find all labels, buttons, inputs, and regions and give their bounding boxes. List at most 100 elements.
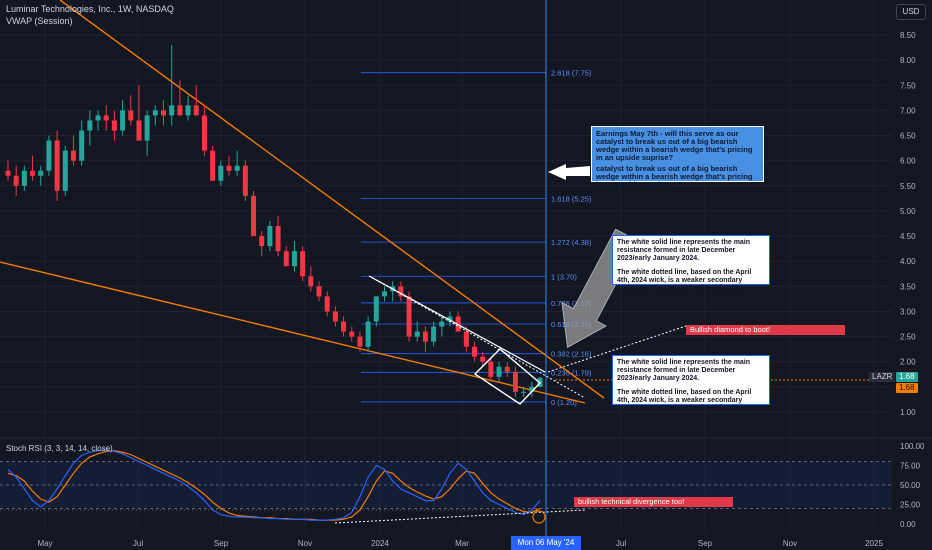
price-axis-label: 7.50 — [900, 81, 916, 90]
candle-body — [529, 386, 535, 392]
time-axis-label: Jul — [133, 539, 143, 548]
rsi-circle-marker — [532, 510, 546, 524]
price-axis-label: 8.50 — [900, 31, 916, 40]
price-axis-label: 3.50 — [900, 282, 916, 291]
price-axis-label: 4.00 — [900, 257, 916, 266]
candle-body — [488, 361, 494, 377]
candle-body — [79, 130, 85, 161]
resistance-note-bottom-p1: The white solid line represents the main… — [617, 359, 751, 382]
resistance-note-top-p1: The white solid line represents the main… — [617, 239, 751, 262]
candle-body — [5, 170, 11, 176]
rsi-axis-label: 0.00 — [900, 520, 916, 529]
price-axis-label: 7.00 — [900, 106, 916, 115]
candle-body — [521, 391, 527, 393]
candle-body — [439, 321, 445, 327]
candle-body — [169, 105, 175, 116]
diamond-pattern — [473, 348, 542, 405]
rsi-axis-label: 25.00 — [900, 501, 921, 510]
time-axis-label: Nov — [298, 539, 312, 548]
candle-body — [398, 286, 404, 297]
candle-body — [128, 110, 134, 121]
fib-level-label: 0.786 (3.17) — [551, 299, 592, 308]
candle-body — [95, 115, 101, 121]
resistance-note-top: The white solid line represents the main… — [612, 235, 770, 292]
candle-body — [177, 105, 183, 116]
ticker-tag: LAZR — [869, 372, 896, 382]
candle-body — [21, 170, 27, 186]
candle-body — [54, 140, 60, 191]
price-axis-label: 3.00 — [900, 307, 916, 316]
candle-body — [496, 366, 502, 377]
rsi-divergence-line — [334, 509, 586, 524]
candle-body — [234, 165, 240, 171]
candle-body — [316, 286, 322, 297]
candle-body — [357, 336, 363, 347]
candle-body — [275, 226, 281, 252]
candle-body — [406, 296, 412, 337]
secondary-resistance-line — [368, 275, 586, 399]
divergence-label: bullish technical divergence too! — [574, 497, 733, 507]
candle-body — [324, 296, 330, 312]
candle-body — [373, 296, 379, 322]
price-axis-label: 5.00 — [900, 207, 916, 216]
rsi-k-line — [7, 449, 541, 521]
fib-level-label: 0.382 (2.16) — [551, 350, 592, 359]
price-axis-label: 8.00 — [900, 56, 916, 65]
candle-body — [103, 115, 109, 121]
white-left-arrow — [548, 164, 590, 180]
candles — [5, 45, 543, 397]
candle-body — [185, 105, 191, 116]
candle-body — [62, 150, 68, 191]
candle-body — [472, 346, 478, 357]
candle-body — [201, 115, 207, 151]
earnings-note-p2: catalyst to break us out of a big bearis… — [596, 164, 753, 189]
time-axis-label: Mar — [455, 539, 469, 548]
candle-body — [308, 276, 314, 287]
candle-body — [291, 251, 297, 267]
wedge-lines — [0, 0, 892, 536]
candle-body — [13, 175, 19, 186]
fib-level-label: 0.236 (1.79) — [551, 368, 592, 377]
upper-wedge-line — [59, 0, 605, 399]
candle-body — [414, 331, 420, 337]
candle-body — [120, 110, 126, 131]
earnings-note: Earnings May 7th - will this serve as ou… — [591, 126, 764, 189]
candle-body — [210, 150, 216, 181]
candle-body — [111, 120, 117, 131]
price-axis-label: 6.00 — [900, 157, 916, 166]
fib-level-label: 1.272 (4.38) — [551, 238, 592, 247]
candle-body — [422, 331, 428, 342]
fib-level-label: 1 (3.70) — [551, 272, 577, 281]
candle-body — [259, 236, 265, 247]
candle-body — [341, 321, 347, 332]
candle-body — [242, 165, 248, 196]
candle-body — [431, 326, 437, 342]
candle-body — [161, 110, 167, 116]
price-axis-label: 5.50 — [900, 182, 916, 191]
currency-button[interactable]: USD — [896, 4, 926, 20]
candle-body — [300, 251, 306, 277]
resistance-note-bottom: The white solid line represents the main… — [612, 355, 770, 412]
candle-body — [226, 165, 232, 171]
candle-body — [152, 110, 158, 116]
price-axis-label: 2.50 — [900, 333, 916, 342]
candle-body — [447, 316, 453, 322]
resistance-note-top-p2: The white dotted line, based on the Apri… — [617, 269, 752, 292]
time-axis-label: 2025 — [865, 539, 883, 548]
candle-body — [381, 291, 387, 297]
candle-body — [267, 226, 273, 247]
time-axis-label: Nov — [783, 539, 797, 548]
candle-body — [512, 371, 518, 392]
candle-body — [332, 311, 338, 322]
last-price-tag: 1.68 — [896, 372, 918, 382]
stoch-rsi-panel — [0, 449, 586, 524]
candle-body — [70, 150, 76, 161]
candle-body — [463, 331, 469, 347]
time-axis-label: Jul — [616, 539, 626, 548]
candle-body — [365, 321, 371, 347]
time-axis-label: May — [37, 539, 52, 548]
rsi-axis-label: 75.00 — [900, 462, 921, 471]
time-axis-label: Sep — [698, 539, 713, 548]
diamond-label: Bullish diamond to boot! — [686, 325, 845, 335]
symbol-title: Luminar Technologies, Inc., 1W, NASDAQ — [6, 4, 174, 14]
